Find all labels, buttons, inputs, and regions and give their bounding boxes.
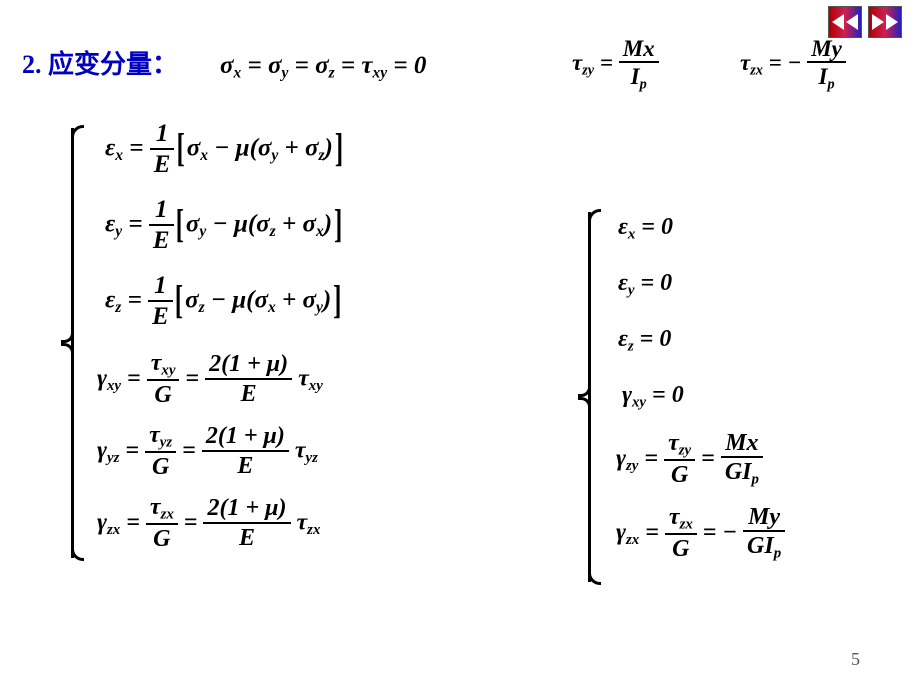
section-title: 2. 应变分量： <box>22 44 178 81</box>
eq-right-gzx: γzx = τzxG = − MyGIp <box>616 504 785 564</box>
eq-left-gzx: γzx = τzxG = 2(1 + μ)E τzx <box>97 494 320 554</box>
arrow-right-icon <box>872 14 884 30</box>
arrow-right-icon <box>886 14 898 30</box>
eq-right-ey: εy = 0 <box>618 270 672 299</box>
eq-right-gxy: γxy = 0 <box>622 382 684 411</box>
eq-left-ez: εz = 1E[σz − μ(σx + σy)] <box>105 272 344 332</box>
nav-next-button[interactable] <box>868 6 902 38</box>
eq-sigma-tau-zero: σx = σy = σz = τxy = 0 <box>220 52 426 83</box>
eq-tau-zx: τzx = − MyIp <box>740 36 846 94</box>
eq-left-gxy: γxy = τxyG = 2(1 + μ)E τxy <box>97 350 323 410</box>
eq-right-gzy: γzy = τzyG = MxGIp <box>616 430 763 490</box>
arrow-left-icon <box>846 14 858 30</box>
eq-left-gyz: γyz = τyzG = 2(1 + μ)E τyz <box>97 422 318 482</box>
eq-right-ez: εz = 0 <box>618 326 671 355</box>
nav-prev-button[interactable] <box>828 6 862 38</box>
eq-left-ex: εx = 1E[σx − μ(σy + σz)] <box>105 120 345 180</box>
eq-tau-zy: τzy = MxIp <box>572 36 659 94</box>
page-number: 5 <box>851 649 860 670</box>
left-brace <box>71 128 74 558</box>
eq-right-ex: εx = 0 <box>618 214 673 243</box>
eq-left-ey: εy = 1E[σy − μ(σz + σx)] <box>105 196 344 256</box>
right-brace <box>588 212 591 582</box>
nav-bar <box>828 6 902 38</box>
arrow-left-icon <box>832 14 844 30</box>
